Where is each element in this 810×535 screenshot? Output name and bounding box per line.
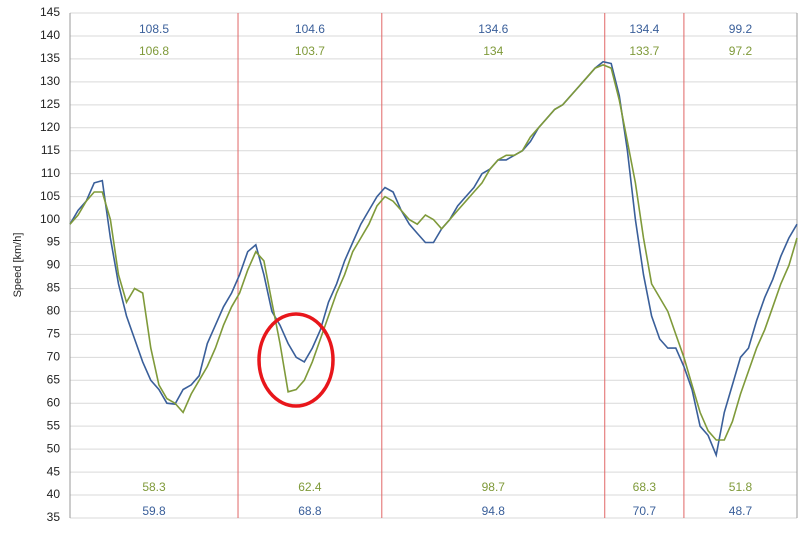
- y-tick-label: 70: [47, 349, 61, 363]
- y-tick-label: 120: [40, 120, 60, 134]
- y-tick-label: 45: [47, 464, 61, 478]
- y-tick-label: 100: [40, 212, 60, 226]
- y-tick-label: 55: [47, 418, 61, 432]
- y-tick-label: 140: [40, 28, 60, 42]
- y-tick-label: 145: [40, 5, 60, 19]
- section-min-label: 68.3: [633, 480, 657, 494]
- section-min-label: 48.7: [729, 504, 753, 518]
- section-max-label: 106.8: [139, 44, 169, 58]
- y-tick-label: 85: [47, 281, 61, 295]
- highlight-circle: [257, 312, 335, 408]
- section-max-label: 99.2: [729, 22, 753, 36]
- y-tick-label: 135: [40, 51, 60, 65]
- section-min-label: 68.8: [298, 504, 322, 518]
- y-tick-label: 35: [47, 510, 61, 524]
- y-tick-label: 60: [47, 395, 61, 409]
- section-max-label: 134: [483, 44, 503, 58]
- y-tick-label: 80: [47, 304, 61, 318]
- section-max-label: 134.4: [629, 22, 659, 36]
- section-max-label: 108.5: [139, 22, 169, 36]
- section-max-label: 104.6: [295, 22, 325, 36]
- section-min-label: 59.8: [142, 504, 166, 518]
- section-max-label: 133.7: [629, 44, 659, 58]
- plot-area: 35 40 45 50 55 60 65 70 75 80 85 90 95 100 105 110 115 12…: [40, 5, 798, 524]
- section-min-label: 98.7: [482, 480, 506, 494]
- y-tick-label: 90: [47, 258, 61, 272]
- y-tick-label: 65: [47, 372, 61, 386]
- section-min-label: 62.4: [298, 480, 322, 494]
- section-min-label: 70.7: [633, 504, 657, 518]
- section-min-label: 51.8: [729, 480, 753, 494]
- y-tick-label: 50: [47, 441, 61, 455]
- y-tick-label: 95: [47, 235, 61, 249]
- section-min-label: 94.8: [482, 504, 506, 518]
- y-axis-label: Speed [km/h]: [12, 233, 24, 298]
- y-tick-label: 110: [41, 166, 60, 180]
- y-tick-label: 130: [40, 74, 60, 88]
- section-max-label: 103.7: [295, 44, 325, 58]
- y-tick-label: 115: [41, 143, 60, 157]
- section-max-label: 97.2: [729, 44, 753, 58]
- y-tick-label: 125: [40, 97, 60, 111]
- section-min-label: 58.3: [142, 480, 166, 494]
- y-tick-label: 75: [47, 327, 61, 341]
- section-max-label: 134.6: [478, 22, 508, 36]
- y-tick-label: 105: [40, 189, 60, 203]
- y-tick-label: 40: [47, 487, 61, 501]
- speed-line: [69, 60, 798, 458]
- speed-line: [69, 64, 798, 441]
